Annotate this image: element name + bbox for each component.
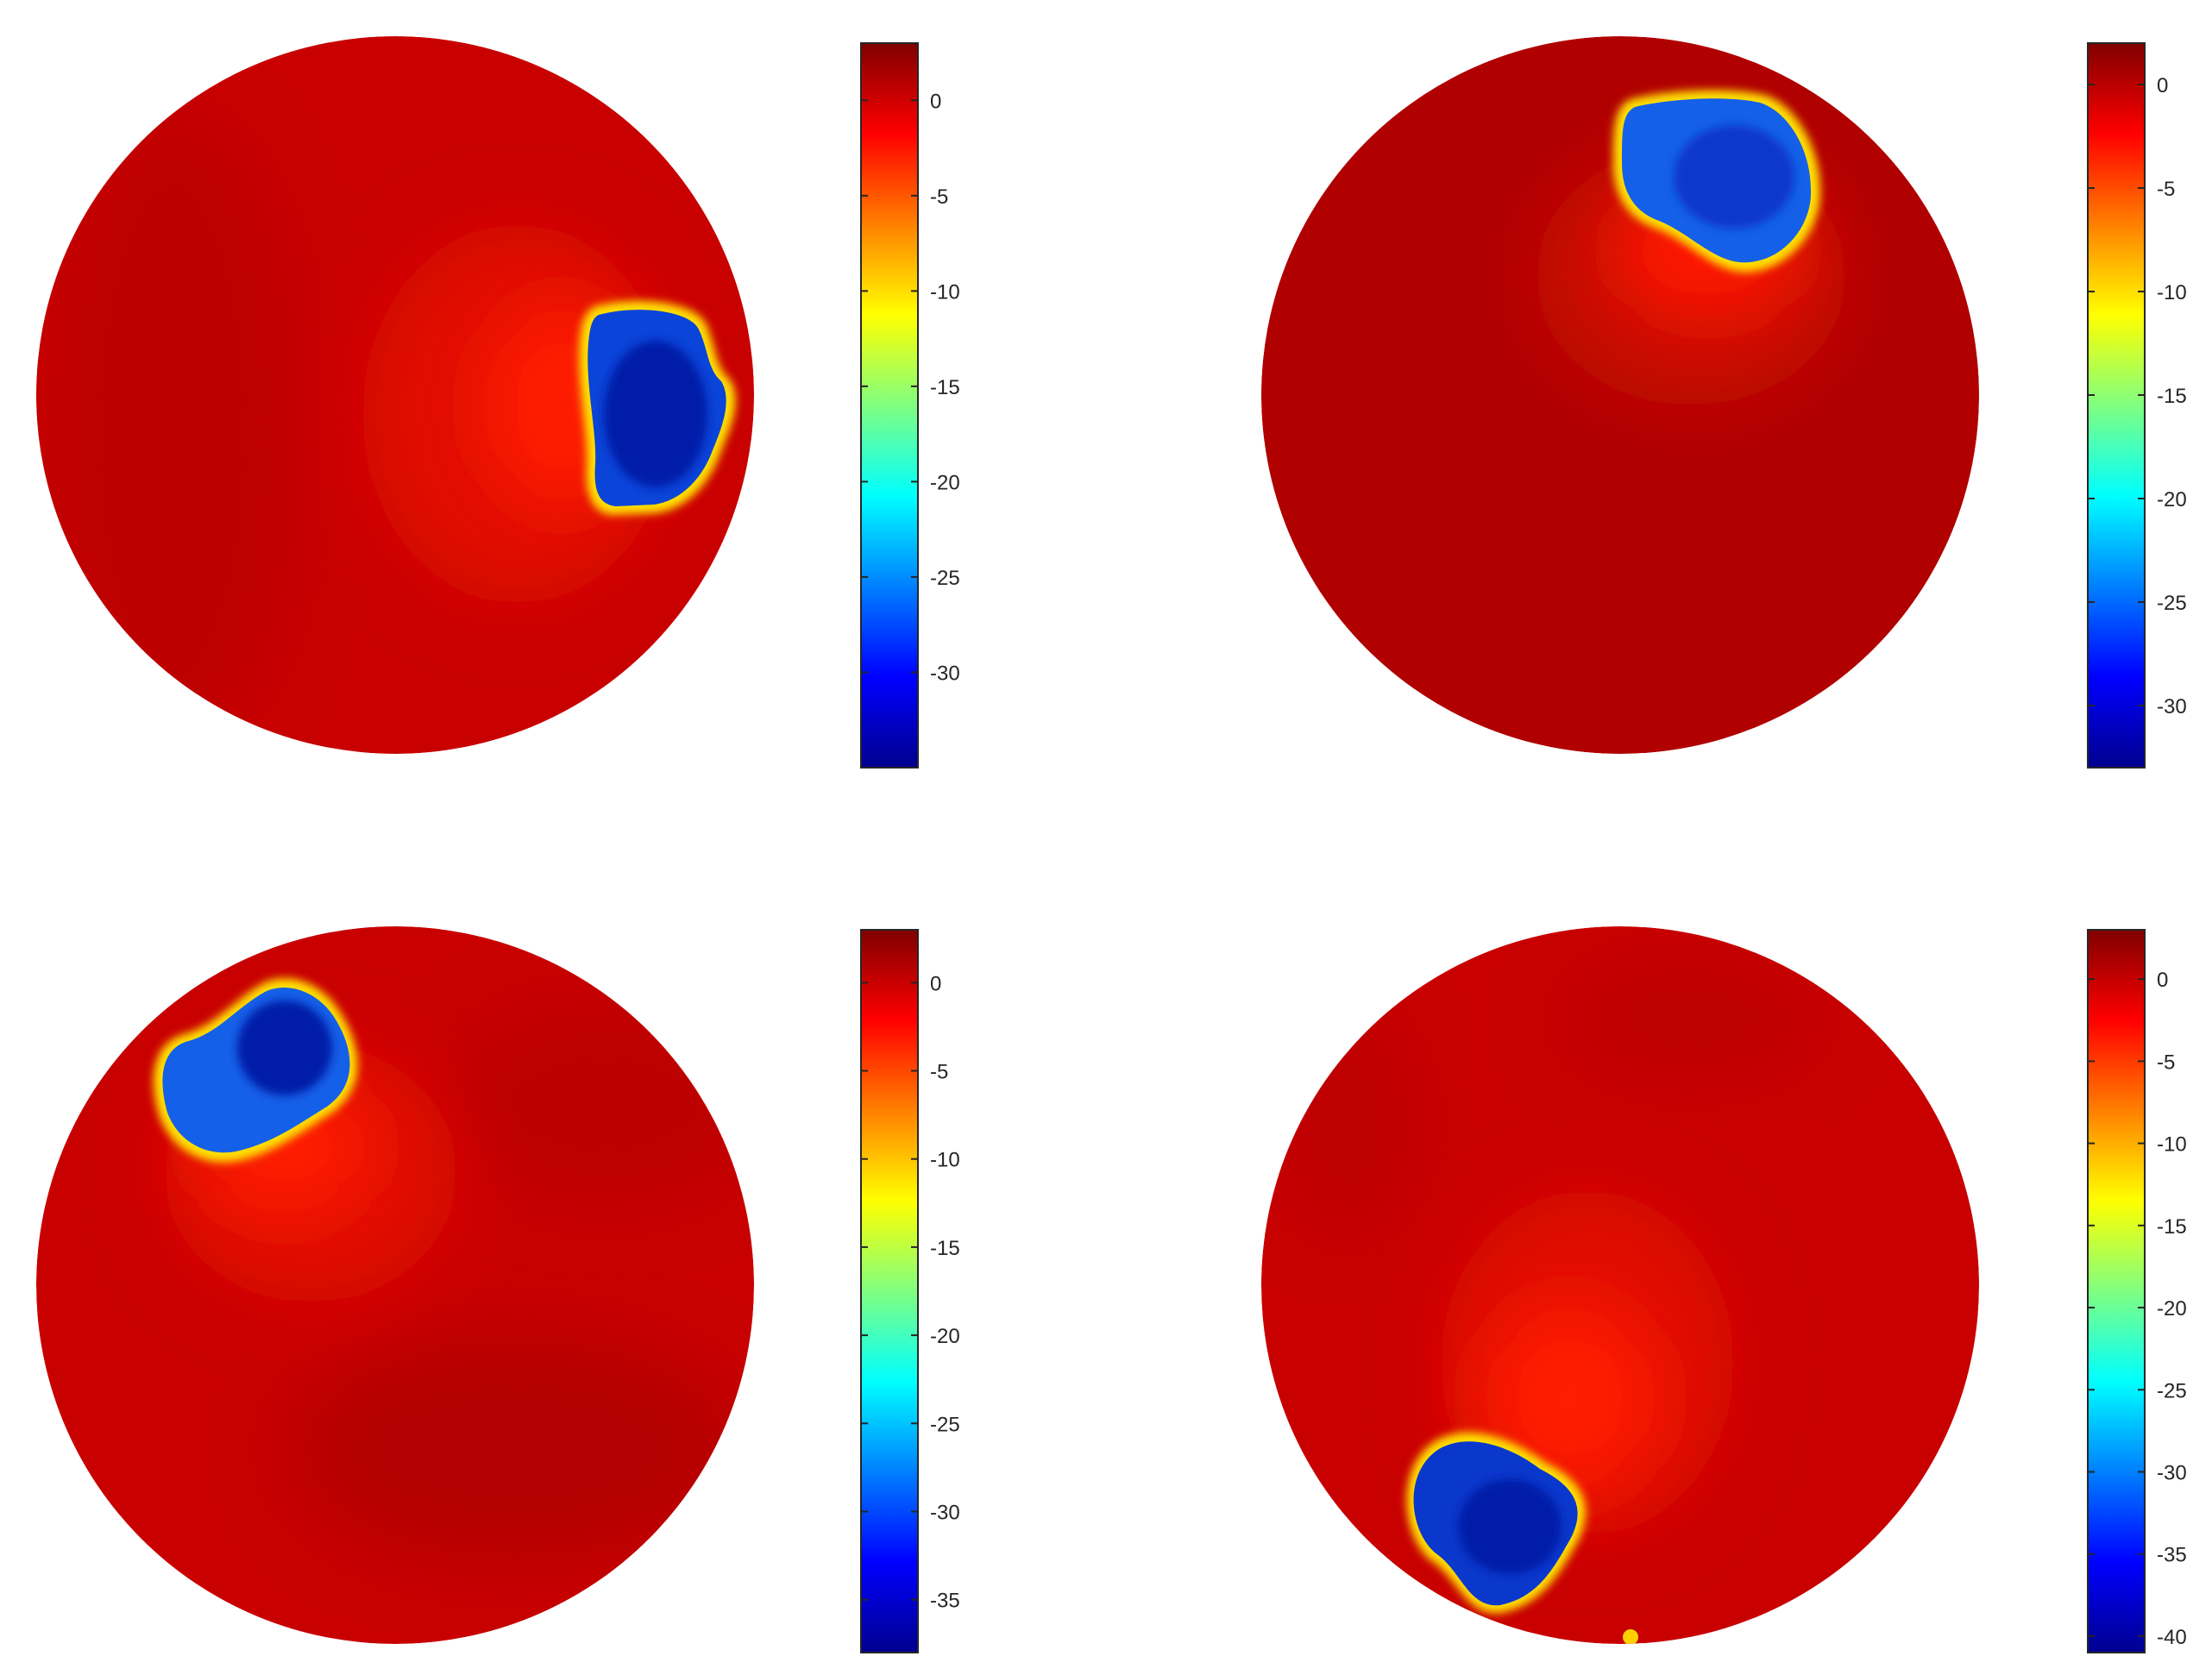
colorbar-tick-label: -20: [2157, 1297, 2187, 1321]
colorbar-ticks: 0 -5 -10 -15 -20 -25 -30 -35 -40: [2088, 969, 2187, 1649]
colorbar-tick-label: -35: [2157, 1544, 2187, 1567]
colorbar-tick-label: -40: [2157, 1626, 2187, 1649]
colorbar-tick-label: -25: [2157, 592, 2187, 615]
panel-bottom-left: 0 -5 -10 -15 -20 -25 -30 -35: [36, 926, 960, 1653]
heatmap-shade-region: [1570, 966, 1812, 1070]
colorbar-tick-label: -15: [930, 1237, 960, 1260]
heatmap-shade-region-2: [449, 1009, 754, 1199]
colorbar-top-left: 0 -5 -10 -15 -20 -25 -30: [860, 42, 960, 768]
small-artifact: [1623, 1629, 1638, 1644]
heatmap-shade-region-2: [1285, 1018, 1406, 1225]
colorbar-tick-label: -10: [2157, 281, 2187, 304]
colorbar-tick-label: -10: [2157, 1133, 2187, 1157]
colorbar-tick-label: -20: [2157, 488, 2187, 511]
colorbar-fill: [2088, 43, 2145, 768]
colorbar-frame: [2087, 42, 2146, 768]
colorbar-fill: [861, 43, 918, 768]
colorbar-ticks: 0 -5 -10 -15 -20 -25 -30 -35: [861, 972, 960, 1613]
colorbar-tick-label: -5: [2157, 1051, 2175, 1074]
heatmap-bottom-right: [1261, 926, 1979, 1644]
colorbar-tick-label: -30: [930, 1501, 960, 1524]
colorbar-ticks: 0 -5 -10 -15 -20 -25 -30: [2088, 74, 2187, 718]
heatmap-shade-region: [52, 121, 293, 742]
colorbar-tick-label: -30: [2157, 695, 2187, 718]
colorbar-fill: [2088, 930, 2145, 1653]
inclusion-core: [1458, 1479, 1562, 1574]
colorbar-tick-label: -15: [2157, 1215, 2187, 1239]
colorbar-tick-label: -25: [930, 567, 960, 590]
panel-top-left: 0 -5 -10 -15 -20 -25 -30: [36, 36, 960, 768]
colorbar-tick-label: -35: [930, 1590, 960, 1613]
heatmap-top-right: [1261, 36, 1979, 754]
colorbar-tick-label: -5: [930, 1061, 948, 1084]
inclusion-core: [237, 1001, 332, 1095]
heatmap-halo-inner: [1484, 1302, 1656, 1492]
colorbar-tick-label: -30: [930, 662, 960, 685]
colorbar-tick-label: 0: [930, 972, 941, 995]
heatmap-shade-region: [293, 1337, 742, 1561]
colorbar-tick-label: 0: [2157, 969, 2168, 992]
inclusion-core: [1674, 125, 1794, 229]
colorbar-tick-label: -5: [930, 185, 948, 209]
colorbar-tick-label: -20: [930, 471, 960, 494]
heatmap-top-left: [36, 36, 754, 754]
colorbar-bottom-left: 0 -5 -10 -15 -20 -25 -30 -35: [860, 929, 960, 1653]
colorbar-tick-label: -25: [930, 1413, 960, 1436]
colorbar-fill: [861, 930, 918, 1653]
colorbar-tick-label: 0: [2157, 74, 2168, 97]
colorbar-tick-label: -10: [930, 1149, 960, 1172]
panel-top-right: 0 -5 -10 -15 -20 -25 -30: [1261, 36, 2187, 768]
colorbar-tick-label: -5: [2157, 178, 2175, 201]
colorbar-tick-label: -15: [930, 376, 960, 399]
panel-bottom-right: 0 -5 -10 -15 -20 -25 -30 -35 -40: [1261, 926, 2187, 1653]
colorbar-bottom-right: 0 -5 -10 -15 -20 -25 -30 -35 -40: [2087, 929, 2187, 1653]
colorbar-frame: [2087, 929, 2146, 1653]
inclusion-core: [604, 341, 707, 487]
colorbar-tick-label: -15: [2157, 385, 2187, 408]
colorbar-tick-label: -10: [930, 280, 960, 304]
colorbar-ticks: 0 -5 -10 -15 -20 -25 -30: [861, 90, 960, 685]
colorbar-tick-label: -20: [930, 1325, 960, 1348]
colorbar-frame: [860, 42, 919, 768]
colorbar-tick-label: -25: [2157, 1379, 2187, 1402]
colorbar-frame: [860, 929, 919, 1653]
colorbar-top-right: 0 -5 -10 -15 -20 -25 -30: [2087, 42, 2187, 768]
colorbar-tick-label: -30: [2157, 1462, 2187, 1485]
heatmap-bottom-left: [36, 926, 754, 1644]
colorbar-tick-label: 0: [930, 90, 941, 113]
